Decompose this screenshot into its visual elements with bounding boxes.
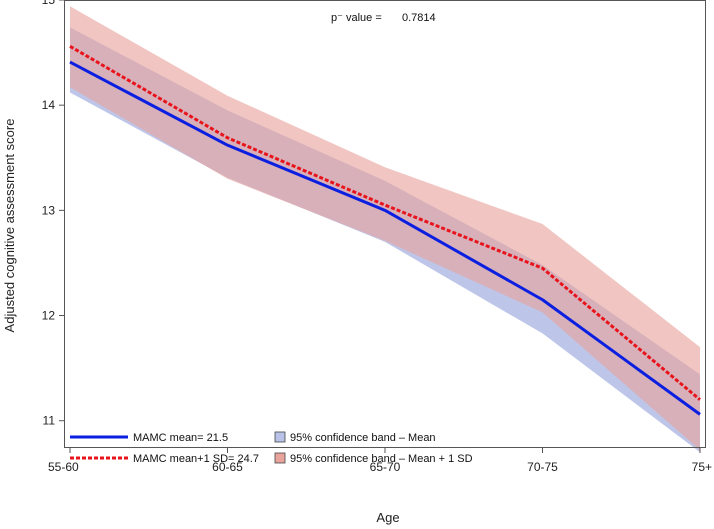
y-tick-label: 11 [43,414,56,428]
p-value: 0.7814 [402,12,436,24]
series-line-2 [69,44,701,401]
legend-band-swatch-1 [274,431,286,443]
x-axis-ticks: 55-60 60-65 65-70 70-75 75+ [48,447,712,474]
legend-band-label-2: 95% confidence band – Mean + 1 SD [290,453,473,465]
y-axis-ticks: 11 12 13 14 15 [42,0,64,428]
y-tick-label: 12 [42,309,56,323]
y-axis-title: Adjusted cognitive assessment score [2,119,17,333]
series-lines [69,44,701,416]
confidence-band-2 [70,6,700,451]
legend: MAMC mean= 21.5 95% confidence band – Mea… [70,431,473,465]
y-tick-label: 13 [42,203,56,217]
legend-band-swatch-2 [274,452,286,464]
x-tick-label: 55-60 [48,460,79,474]
confidence-bands [70,6,700,453]
y-tick-label: 14 [42,98,56,112]
x-tick-label: 70-75 [527,460,558,474]
x-tick-label: 65-70 [370,460,401,474]
p-value-label: p⁻ value = [331,12,382,24]
y-tick-label: 15 [42,0,56,7]
legend-line-label-1: MAMC mean= 21.5 [133,432,228,444]
x-axis-title: Age [376,510,399,525]
x-tick-label: 75+ [692,460,712,474]
legend-line-label-2: MAMC mean+1 SD= 24.7 [133,453,259,465]
x-tick-label: 60-65 [212,460,243,474]
legend-band-label-1: 95% confidence band – Mean [290,432,436,444]
